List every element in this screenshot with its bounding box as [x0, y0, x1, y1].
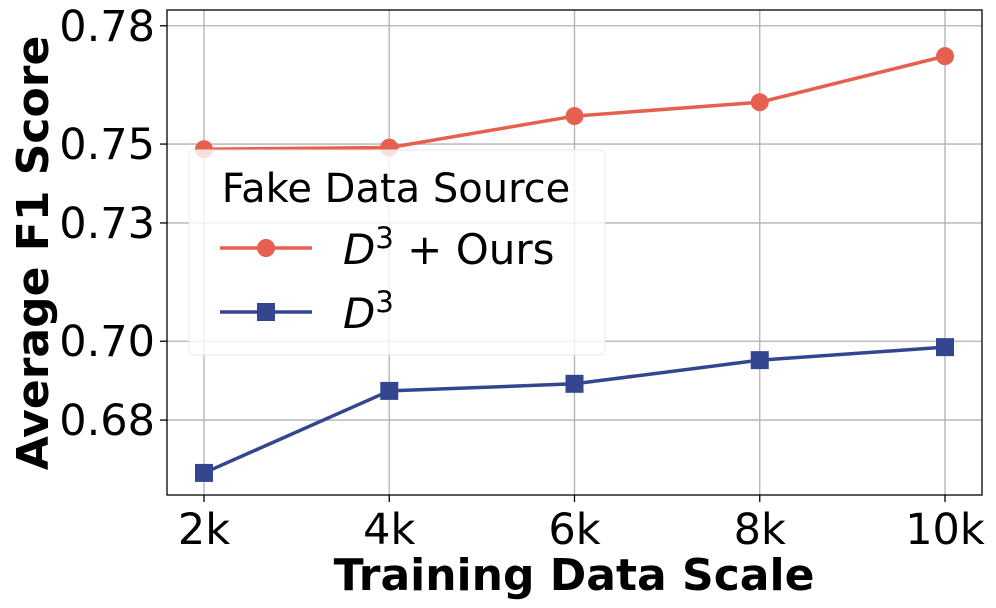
- y-tick-label: 0.75: [59, 120, 155, 170]
- legend-label-suffix: + Ours: [394, 225, 555, 274]
- x-axis-title: Training Data Scale: [334, 550, 815, 601]
- legend-label-main: D: [343, 289, 375, 338]
- series-1: [195, 338, 954, 482]
- data-point: [936, 338, 954, 357]
- x-tick-label: 4k: [363, 505, 415, 555]
- series-0: [195, 47, 954, 159]
- legend-marker: [257, 239, 275, 257]
- data-point: [565, 374, 584, 393]
- data-point: [750, 93, 769, 112]
- legend-label: D3: [343, 285, 394, 338]
- x-axis-ticks: 2k 4k 6k 8k 10k: [178, 495, 985, 555]
- legend-entry-0: D3 + Ours: [220, 221, 555, 274]
- x-tick-label: 6k: [548, 505, 600, 555]
- legend-label-sup: 3: [375, 221, 393, 255]
- data-point: [380, 381, 399, 400]
- x-tick-label: 10k: [905, 505, 985, 555]
- legend-box: [188, 149, 606, 356]
- y-tick-label: 0.73: [59, 199, 155, 249]
- legend-title: Fake Data Source: [222, 166, 571, 212]
- legend-label-sup: 3: [375, 285, 393, 319]
- data-point: [936, 47, 954, 66]
- y-tick-label: 0.78: [59, 2, 155, 52]
- x-tick-label: 8k: [734, 505, 786, 555]
- data-point: [195, 463, 213, 482]
- data-point: [565, 107, 584, 126]
- legend-label: D3 + Ours: [343, 221, 555, 274]
- legend-label-main: D: [343, 225, 375, 274]
- y-axis-ticks: 0.68 0.70 0.73 0.75 0.78: [59, 2, 167, 446]
- y-axis-title: Average F1 Score: [8, 36, 59, 471]
- series-layer: [195, 47, 954, 482]
- legend-marker: [257, 303, 275, 321]
- x-tick-label: 2k: [178, 505, 230, 555]
- y-tick-label: 0.68: [59, 396, 155, 446]
- y-tick-label: 0.70: [59, 317, 155, 367]
- legend-entry-1: D3: [220, 285, 394, 338]
- data-point: [750, 351, 769, 370]
